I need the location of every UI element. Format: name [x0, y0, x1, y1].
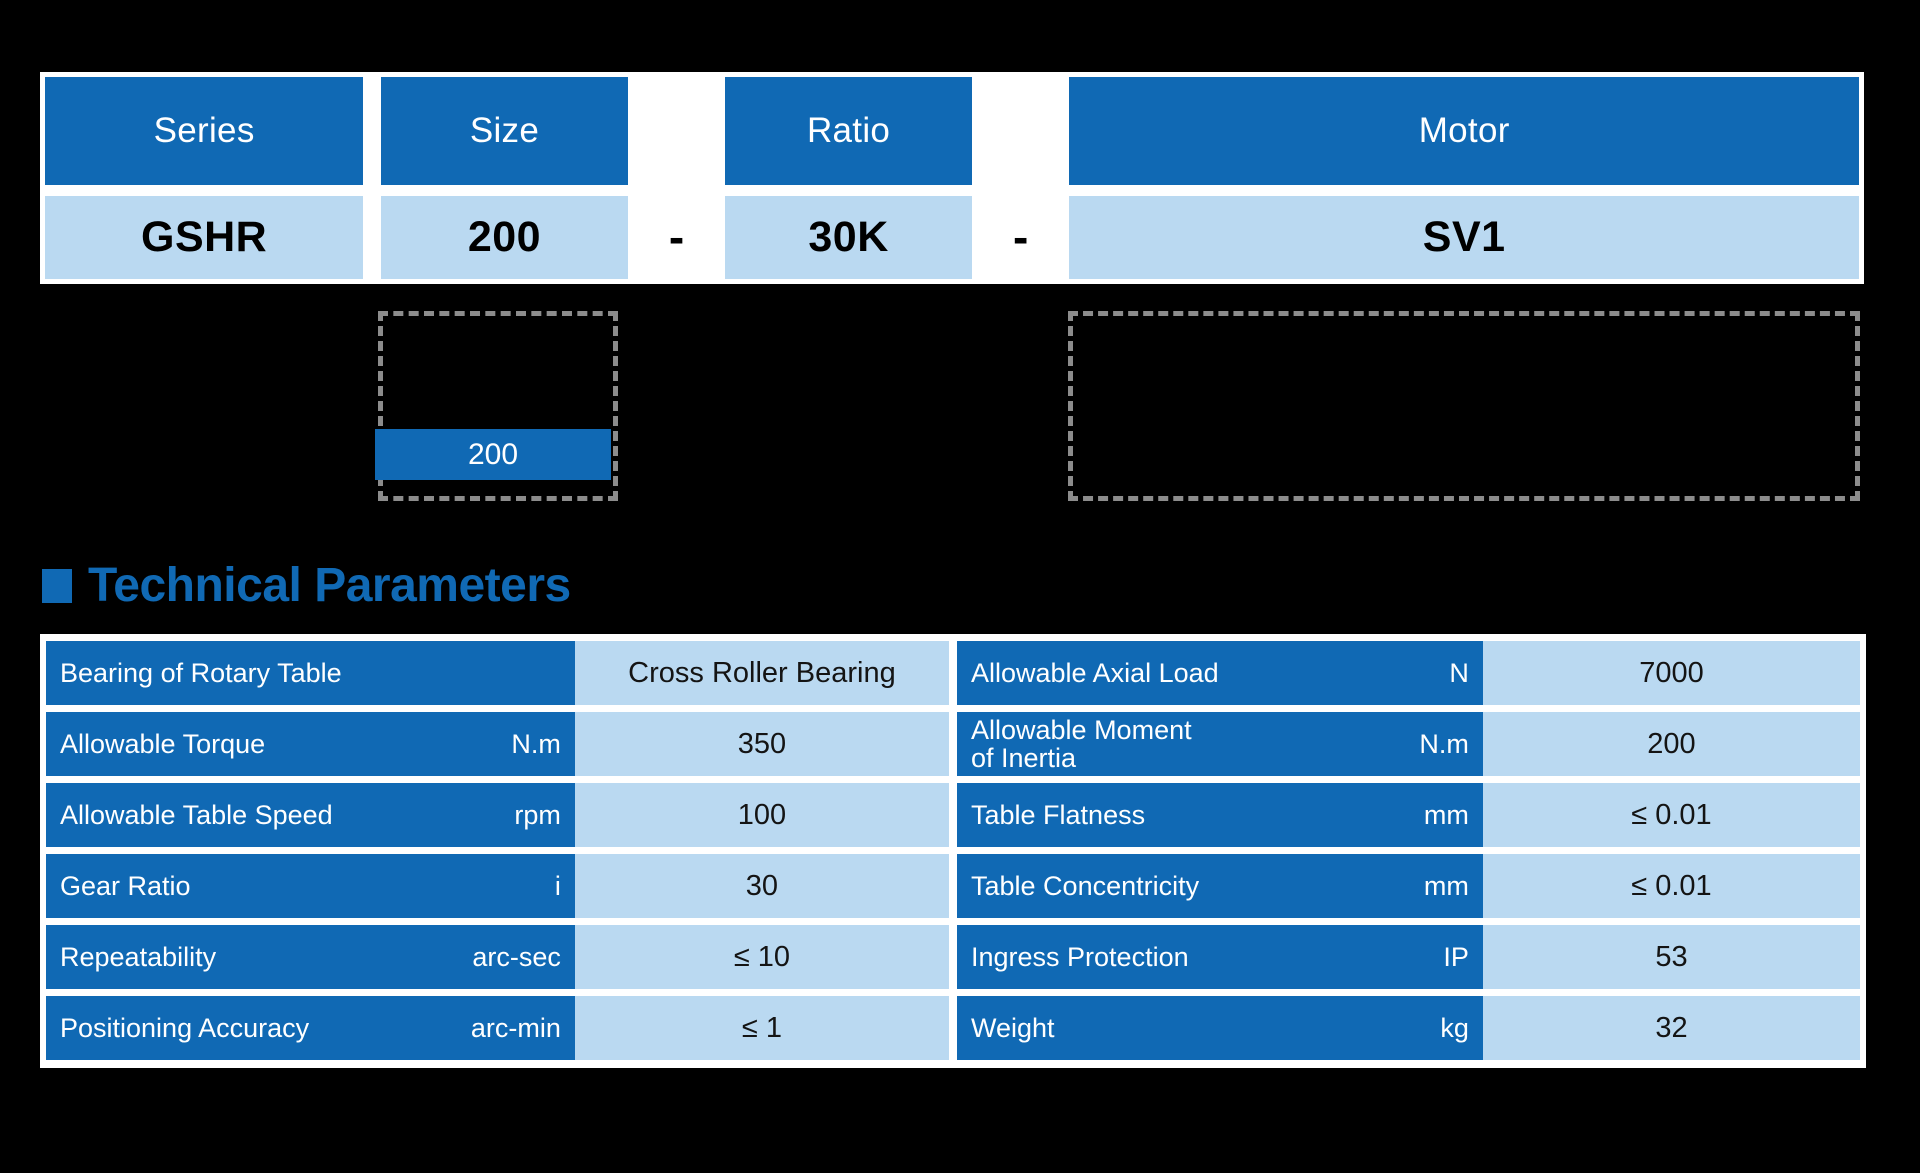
model-header-gap-1	[363, 77, 382, 185]
spec-label-unit: mm	[1423, 799, 1469, 830]
spec-value-cell: ≤ 0.01	[1482, 854, 1861, 918]
spec-label-name: Gear Ratio	[60, 870, 191, 901]
model-value-gap-1	[363, 196, 382, 279]
spec-label-cell: Bearing of Rotary Table	[46, 641, 575, 705]
spec-label-unit: N.m	[1419, 728, 1469, 759]
model-separator-2: -	[971, 196, 1070, 279]
model-header-ratio: Ratio	[725, 77, 972, 185]
table-row: Bearing of Rotary Table Cross Roller Bea…	[46, 641, 1861, 705]
spec-label-name: Repeatability	[60, 941, 217, 972]
square-bullet-icon	[42, 569, 72, 603]
spec-label-unit: IP	[1443, 941, 1469, 972]
spec-label-unit: arc-min	[470, 1012, 561, 1043]
spec-label-unit: mm	[1423, 870, 1469, 901]
spec-label-name: Table Flatness	[971, 799, 1146, 830]
callout-box-motor	[1068, 311, 1860, 501]
spec-column-gap	[949, 641, 957, 705]
spec-value-cell: 53	[1482, 925, 1861, 989]
spec-value-cell: 30	[574, 854, 950, 918]
model-value-ratio: 30K	[725, 196, 972, 279]
spec-value-cell: 100	[574, 783, 950, 847]
spec-value-cell: ≤ 0.01	[1482, 783, 1861, 847]
spec-value-cell: 350	[574, 712, 950, 776]
spec-value-cell: ≤ 10	[574, 925, 950, 989]
section-heading-technical-parameters: Technical Parameters	[42, 562, 571, 610]
model-header-gap-2	[627, 77, 726, 185]
callout-chip-size: 200	[375, 429, 611, 480]
spec-label-name: Ingress Protection	[971, 941, 1189, 972]
model-value-series: GSHR	[45, 196, 364, 279]
spec-label-cell: Ingress Protection IP	[957, 925, 1483, 989]
model-code-header-row: Series Size Ratio Motor	[45, 77, 1860, 185]
spec-label-cell: Table Concentricity mm	[957, 854, 1483, 918]
table-row: Repeatability arc-sec ≤ 10 Ingress Prote…	[46, 925, 1861, 989]
spec-label-name: Allowable Table Speed	[60, 799, 333, 830]
spec-label-unit: N	[1449, 657, 1469, 688]
spec-label-name: Table Concentricity	[971, 870, 1200, 901]
technical-parameters-table: Bearing of Rotary Table Cross Roller Bea…	[40, 634, 1866, 1068]
spec-value-cell: ≤ 1	[574, 996, 950, 1060]
table-row: Allowable Table Speed rpm 100 Table Flat…	[46, 783, 1861, 847]
model-header-size: Size	[381, 77, 628, 185]
spec-label-unit: N.m	[511, 728, 561, 759]
model-code-table: Series Size Ratio Motor GSHR 200 - 30K -…	[40, 72, 1864, 284]
spec-label-unit: i	[554, 870, 561, 901]
model-header-gap-3	[971, 77, 1070, 185]
spec-label-unit: rpm	[514, 799, 561, 830]
section-title: Technical Parameters	[88, 559, 571, 612]
spec-value-cell: 200	[1482, 712, 1861, 776]
spec-column-gap	[949, 996, 957, 1060]
model-separator-1: -	[627, 196, 726, 279]
spec-label-cell: Allowable Moment of Inertia N.m	[957, 712, 1483, 776]
spec-column-gap	[949, 854, 957, 918]
spec-value-cell: 32	[1482, 996, 1861, 1060]
spec-column-gap	[949, 783, 957, 847]
spec-label-name: Allowable Axial Load	[971, 657, 1219, 688]
model-value-size: 200	[381, 196, 628, 279]
spec-column-gap	[949, 712, 957, 776]
spec-label-unit: kg	[1440, 1012, 1469, 1043]
model-code-value-row: GSHR 200 - 30K - SV1	[45, 196, 1860, 279]
model-value-motor: SV1	[1069, 196, 1860, 279]
spec-value-cell: Cross Roller Bearing	[574, 641, 950, 705]
model-header-motor: Motor	[1069, 77, 1860, 185]
spec-label-cell: Table Flatness mm	[957, 783, 1483, 847]
table-row: Allowable Torque N.m 350 Allowable Momen…	[46, 712, 1861, 776]
spec-label-cell: Repeatability arc-sec	[46, 925, 575, 989]
spec-label-cell: Allowable Axial Load N	[957, 641, 1483, 705]
spec-label-cell: Weight kg	[957, 996, 1483, 1060]
spec-label-name: Bearing of Rotary Table	[60, 657, 342, 688]
spec-label-cell: Gear Ratio i	[46, 854, 575, 918]
spec-label-name: Allowable Moment of Inertia	[971, 714, 1192, 773]
table-row: Positioning Accuracy arc-min ≤ 1 Weight …	[46, 996, 1861, 1060]
spec-label-cell: Positioning Accuracy arc-min	[46, 996, 575, 1060]
spec-value-cell: 7000	[1482, 641, 1861, 705]
callout-box-size: 200	[375, 311, 618, 501]
spec-label-name: Weight	[971, 1012, 1055, 1043]
spec-column-gap	[949, 925, 957, 989]
spec-label-cell: Allowable Torque N.m	[46, 712, 575, 776]
spec-label-cell: Allowable Table Speed rpm	[46, 783, 575, 847]
spec-label-name: Positioning Accuracy	[60, 1012, 310, 1043]
spec-label-name: Allowable Torque	[60, 728, 266, 759]
model-header-series: Series	[45, 77, 364, 185]
table-row: Gear Ratio i 30 Table Concentricity mm ≤…	[46, 854, 1861, 918]
spec-label-unit: arc-sec	[472, 941, 561, 972]
